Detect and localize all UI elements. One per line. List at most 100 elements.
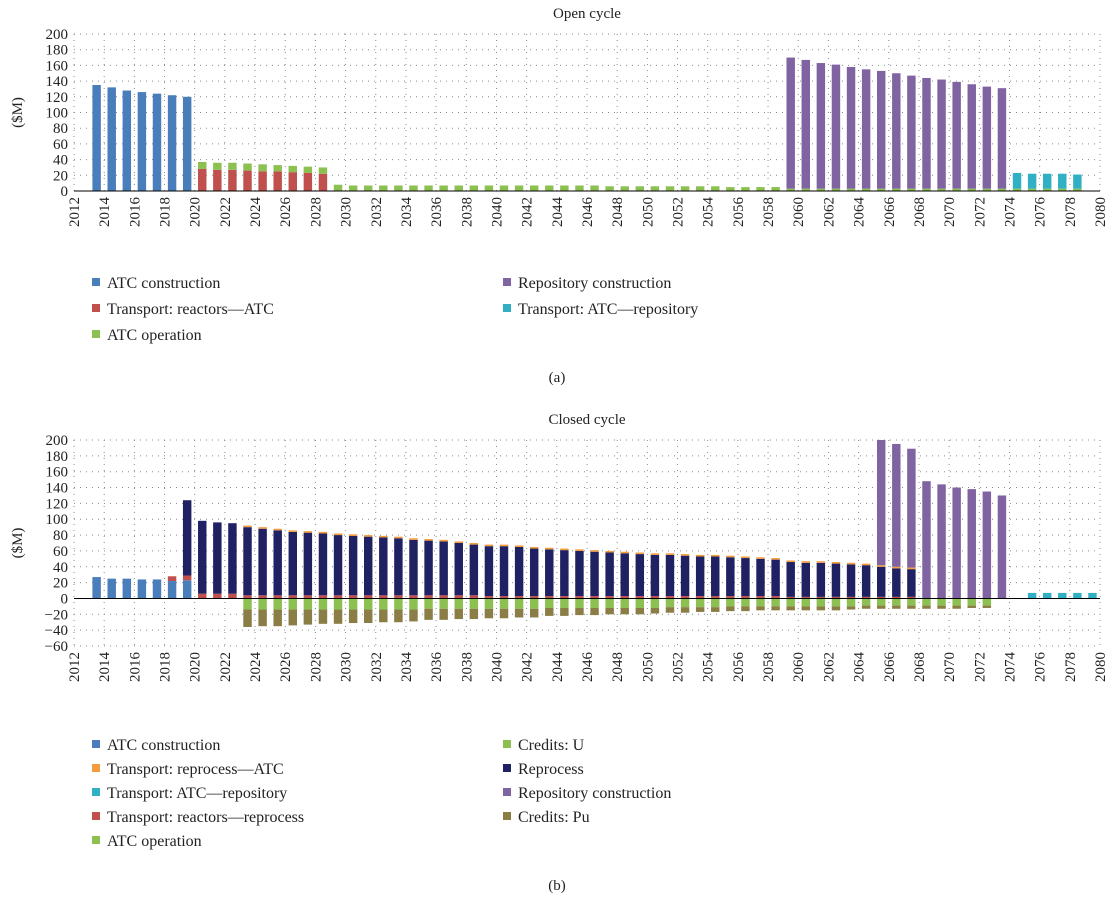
legend-swatch [503, 304, 511, 312]
bar [741, 187, 750, 191]
bar [756, 558, 765, 597]
bar [228, 593, 237, 599]
x-tick-label: 2078 [1063, 197, 1079, 227]
bar [394, 595, 403, 599]
bar [348, 598, 358, 610]
bar [786, 596, 795, 599]
bar [892, 73, 901, 189]
bar [213, 162, 222, 170]
bar [288, 531, 298, 596]
bar [514, 608, 524, 618]
bar [575, 550, 584, 597]
bar [424, 540, 433, 596]
bar [363, 598, 373, 610]
bar [605, 186, 614, 191]
legend-swatch [92, 304, 100, 312]
bar [1012, 188, 1022, 191]
bar [711, 598, 720, 608]
y-tick-label: 0 [61, 184, 69, 200]
bar [907, 188, 916, 191]
bar [1073, 188, 1082, 191]
bar [258, 164, 267, 172]
x-tick-label: 2066 [882, 197, 898, 228]
bar [665, 554, 675, 597]
bar [590, 185, 599, 191]
bar [545, 607, 554, 616]
legend-item: Transport: reactors—reprocess [92, 809, 304, 826]
bar [711, 186, 720, 191]
x-tick-label: 2070 [942, 652, 958, 682]
bar [801, 606, 811, 611]
bar [620, 186, 629, 191]
x-tick-label: 2022 [218, 197, 234, 227]
x-tick-label: 2060 [791, 197, 807, 227]
legend-item: Transport: ATC—repository [92, 785, 287, 802]
bar [937, 79, 946, 189]
legend-label: Credits: U [518, 737, 585, 754]
bar [545, 185, 554, 191]
bar [303, 609, 313, 625]
legend-label: Repository construction [518, 785, 671, 802]
bar [665, 596, 675, 599]
legend-label: Transport: ATC—repository [518, 301, 698, 318]
bar [333, 595, 343, 599]
chart-open-cycle: Open cycle($M)02040608010012014016018020… [10, 6, 1109, 386]
x-tick-label: 2050 [640, 197, 656, 227]
bar [952, 487, 961, 599]
bar [711, 556, 720, 597]
bar [499, 546, 509, 597]
bar [741, 558, 750, 597]
bar [771, 187, 780, 191]
bar [348, 534, 358, 536]
legend-item: Transport: reactors—ATC [92, 301, 274, 318]
bar [635, 596, 645, 599]
bar [348, 185, 358, 191]
legend-item: Credits: U [503, 737, 585, 754]
bar [816, 598, 826, 607]
legend-item: ATC operation [92, 833, 202, 850]
x-tick-labels: 2012 2014 2016 2018 2020 2022 2024 2026 2028 2030… [67, 652, 1109, 683]
legend-item: Repository construction [503, 275, 671, 292]
x-tick-label: 2012 [67, 197, 83, 227]
x-tick-label: 2058 [761, 197, 777, 227]
bar [892, 596, 901, 599]
bar [650, 607, 660, 614]
y-tick-label: 100 [46, 512, 69, 528]
bar [726, 555, 735, 558]
bar [484, 608, 494, 619]
x-tick-label: 2054 [701, 652, 717, 683]
bar [167, 576, 177, 582]
legend-swatch [503, 788, 511, 796]
bar [514, 545, 524, 547]
bar [182, 580, 192, 599]
legend-swatch [503, 764, 511, 772]
bar [892, 598, 901, 606]
bar [454, 595, 463, 599]
y-tick-label: −60 [45, 639, 68, 655]
bar [892, 443, 901, 567]
bar [1042, 173, 1052, 189]
panel-caption: (b) [548, 878, 566, 894]
bar [695, 607, 705, 612]
bar [409, 538, 418, 540]
bar [907, 605, 916, 609]
bar [499, 544, 509, 547]
bar [680, 186, 690, 191]
bar [484, 598, 494, 609]
bar [243, 595, 252, 599]
bar [258, 609, 267, 627]
bar [424, 539, 433, 541]
bar [876, 440, 886, 566]
bar [545, 547, 554, 550]
bar [439, 185, 448, 191]
bar [273, 598, 282, 610]
bar [484, 544, 494, 547]
bar [152, 93, 162, 191]
bar [937, 598, 946, 606]
x-tick-label: 2020 [188, 197, 204, 227]
bar [620, 607, 629, 615]
bar [1027, 173, 1037, 189]
bar [529, 546, 539, 549]
x-tick-label: 2038 [459, 652, 475, 682]
legend-item: Repository construction [503, 785, 671, 802]
